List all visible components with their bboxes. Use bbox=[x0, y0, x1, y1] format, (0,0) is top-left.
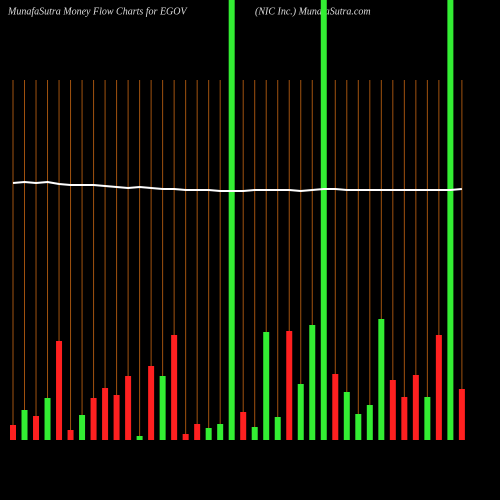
bar bbox=[401, 397, 408, 440]
bar bbox=[182, 434, 189, 440]
bar bbox=[217, 424, 224, 440]
chart-title: MunafaSutra Money Flow Charts for EGOV bbox=[7, 6, 188, 17]
bar bbox=[297, 384, 304, 440]
bar bbox=[113, 395, 120, 440]
bar bbox=[251, 427, 258, 440]
bar bbox=[332, 374, 339, 440]
bar bbox=[102, 388, 109, 440]
bar bbox=[56, 341, 63, 440]
bar bbox=[10, 425, 16, 440]
bar bbox=[171, 335, 178, 440]
bar bbox=[274, 417, 281, 440]
chart-subtitle: (NIC Inc.) MunafaSutra.com bbox=[255, 6, 371, 17]
bar bbox=[412, 375, 419, 440]
bar bbox=[424, 397, 431, 440]
bar bbox=[320, 0, 327, 440]
bar bbox=[240, 412, 247, 440]
bar bbox=[136, 436, 143, 440]
bar bbox=[378, 319, 385, 440]
bar bbox=[205, 428, 212, 440]
money-flow-line bbox=[12, 180, 462, 193]
bar bbox=[44, 398, 51, 440]
bar bbox=[194, 424, 201, 440]
bar bbox=[435, 335, 442, 440]
bar bbox=[90, 398, 97, 440]
bar bbox=[286, 331, 293, 440]
bar bbox=[33, 416, 40, 440]
bar bbox=[343, 392, 350, 440]
bar bbox=[263, 332, 270, 440]
bar bbox=[79, 415, 86, 440]
bar bbox=[389, 380, 396, 440]
bar bbox=[125, 376, 132, 440]
bar bbox=[159, 376, 166, 440]
bar bbox=[309, 325, 316, 440]
bar bbox=[228, 0, 235, 440]
bar bbox=[366, 405, 373, 440]
bar bbox=[458, 389, 465, 440]
bar bbox=[355, 414, 362, 440]
bar bbox=[21, 410, 28, 440]
bar bbox=[67, 430, 74, 440]
bar bbox=[447, 0, 454, 440]
bar bbox=[148, 366, 155, 440]
